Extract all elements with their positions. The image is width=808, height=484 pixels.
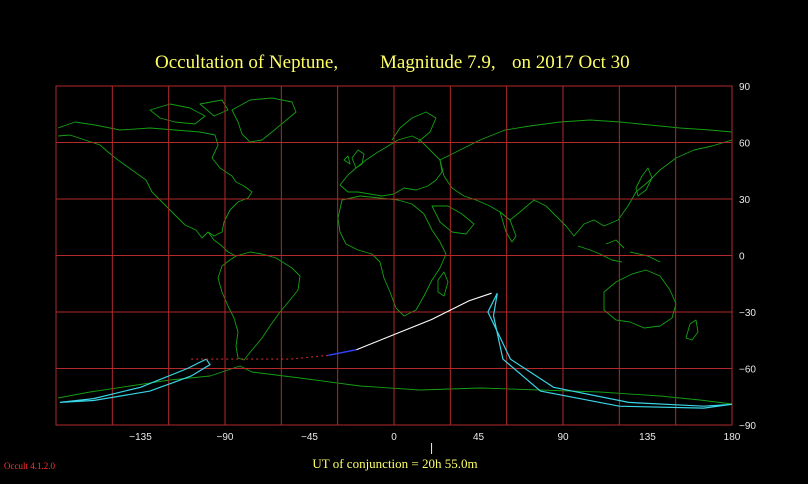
coast-europe (339, 135, 443, 197)
coast-japan (635, 167, 653, 197)
lon-tick-label: 90 (557, 432, 569, 443)
lon-tick-label: −135 (129, 432, 152, 443)
coast-scandinavia (391, 111, 437, 143)
lat-tick-labels: 90 60 30 0 −30 −60 −90 (739, 82, 756, 432)
lon-tick-label: −45 (301, 432, 318, 443)
lat-tick-label: 90 (739, 82, 751, 93)
version-label: Occult 4.1.2.0 (4, 461, 55, 471)
lon-tick-label: 45 (473, 432, 485, 443)
title-date: on 2017 Oct 30 (512, 52, 630, 73)
coast-south-america (217, 251, 301, 361)
coast-africa (337, 195, 447, 317)
coast-greenland (231, 97, 297, 143)
coast-arctic-islands (149, 99, 229, 125)
occultation-limit-line (487, 292, 733, 409)
lat-tick-label: 30 (739, 195, 751, 206)
lon-tick-labels: −135 −90 −45 0 45 90 135 180 (129, 432, 741, 443)
graticule (55, 85, 733, 426)
lat-tick-label: −90 (739, 421, 756, 432)
lon-tick-label: 135 (639, 432, 656, 443)
lon-tick-label: −90 (217, 432, 234, 443)
coast-central-america (207, 231, 237, 257)
lat-tick-label: −60 (739, 365, 756, 376)
lon-tick-label: 0 (391, 432, 397, 443)
title-magnitude: Magnitude 7.9, (380, 52, 496, 73)
coast-madagascar (437, 271, 449, 297)
central-line-twilight (328, 349, 357, 356)
occultation-limit-line (59, 358, 211, 403)
occultation-paths (59, 292, 733, 409)
coast-british-isles (343, 149, 365, 169)
coast-new-zealand (685, 319, 699, 341)
coast-australia (603, 269, 677, 329)
lon-tick-label: 180 (724, 432, 741, 443)
central-line-day (356, 292, 492, 351)
coast-india (499, 211, 517, 243)
lat-tick-label: 60 (739, 139, 751, 150)
central-line-night (191, 354, 329, 360)
conjunction-label: UT of conjunction = 20h 55.0m (312, 456, 477, 471)
lat-tick-label: 0 (739, 252, 745, 263)
title-occultation: Occultation of Neptune, (155, 52, 338, 73)
lat-tick-label: −30 (739, 308, 756, 319)
coast-north-america (57, 121, 253, 239)
